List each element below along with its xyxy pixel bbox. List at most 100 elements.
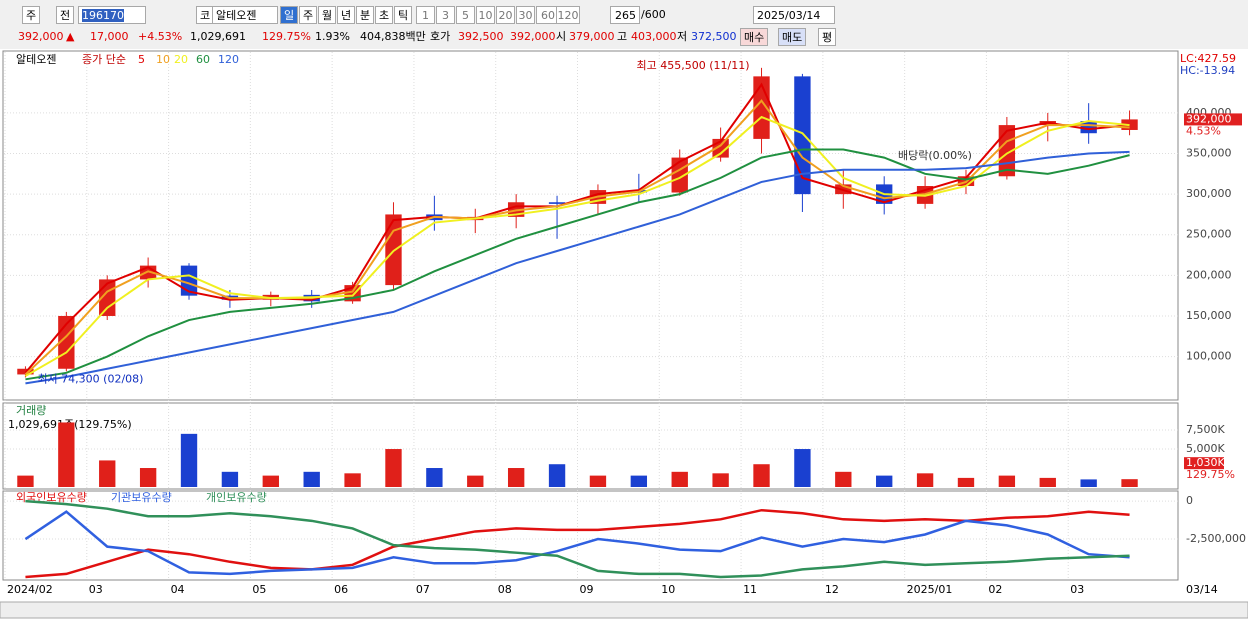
quote-low-label: 저 bbox=[677, 30, 688, 43]
code-input[interactable]: 196170 bbox=[78, 6, 146, 24]
interval-button[interactable]: 10 bbox=[476, 6, 495, 24]
volume-bar bbox=[712, 473, 729, 487]
market-select[interactable]: 주 bbox=[22, 6, 41, 24]
legend-entry: 60 bbox=[196, 53, 210, 66]
x-tick-label: 2025/01 bbox=[907, 583, 953, 596]
x-tick-label: 11 bbox=[743, 583, 757, 596]
volume-title: 거래량 bbox=[16, 404, 46, 417]
y-tick-label: 7,500K bbox=[1186, 423, 1225, 436]
y-tick-label: 200,000 bbox=[1186, 268, 1232, 281]
quote-price: 392,000 bbox=[18, 30, 64, 43]
y-tick-label: 350,000 bbox=[1186, 147, 1232, 160]
stock-name: 알테오젠 bbox=[16, 52, 56, 66]
volume-bar bbox=[17, 475, 34, 487]
candle-body bbox=[794, 76, 811, 195]
volume-bar bbox=[139, 468, 157, 487]
volume-bar bbox=[1121, 479, 1138, 487]
interval-button[interactable]: 30 bbox=[516, 6, 535, 24]
volume-bar bbox=[548, 464, 566, 487]
volume-tag-bg bbox=[1184, 457, 1224, 470]
volume-bar bbox=[303, 471, 320, 487]
volume-bar bbox=[344, 473, 361, 487]
interval-button[interactable]: 20 bbox=[496, 6, 515, 24]
x-tick-label: 04 bbox=[171, 583, 185, 596]
x-tick-label: 06 bbox=[334, 583, 348, 596]
rate-tag: 4.53% bbox=[1186, 124, 1221, 137]
y-tick-label: 250,000 bbox=[1186, 228, 1232, 241]
quote-low: 372,500 bbox=[691, 30, 737, 43]
x-tick-label: 05 bbox=[252, 583, 266, 596]
holding-frame bbox=[2, 490, 1179, 581]
volume-bar bbox=[58, 422, 75, 487]
candle-body bbox=[1080, 121, 1097, 134]
x-tick-label: 2024/02 bbox=[7, 583, 53, 596]
y-tick-label: -2,500,000 bbox=[1186, 532, 1246, 545]
quote-ask-label: 호가 bbox=[430, 30, 451, 43]
y-tick-label: 300,000 bbox=[1186, 187, 1232, 200]
legend-entry: 120 bbox=[218, 53, 239, 66]
name-input[interactable]: 알테오젠 bbox=[212, 6, 278, 24]
high-note: 최고 455,500 (11/11) bbox=[637, 59, 750, 72]
volume-bar bbox=[630, 475, 648, 487]
quote-high-label: 고 bbox=[617, 30, 628, 43]
x-tick-label: 12 bbox=[825, 583, 839, 596]
volume-bar bbox=[916, 473, 934, 487]
volume-bar bbox=[998, 475, 1016, 487]
quote-bid: 392,000 bbox=[510, 30, 556, 43]
scrollbar[interactable] bbox=[0, 601, 1248, 619]
x-tick-label: 03 bbox=[1070, 583, 1084, 596]
price-frame bbox=[2, 50, 1179, 401]
legend-entry: 5 bbox=[138, 53, 145, 66]
ma-line bbox=[25, 150, 1130, 385]
x-tick-label: 02 bbox=[988, 583, 1002, 596]
interval-button[interactable]: 3 bbox=[436, 6, 455, 24]
quote-open-label: 시 bbox=[556, 30, 567, 43]
period-button[interactable]: 주 bbox=[299, 6, 317, 24]
volume-bar bbox=[671, 471, 688, 487]
legend-entry: 기관보유수량 bbox=[111, 491, 172, 504]
volume-bar bbox=[835, 471, 852, 487]
quote-open: 379,000 bbox=[569, 30, 615, 43]
holding-line bbox=[25, 508, 1130, 579]
y-tick-label: 5,000K bbox=[1186, 442, 1225, 455]
period-button[interactable]: 년 bbox=[337, 6, 355, 24]
buy-button[interactable]: 매수 bbox=[740, 28, 769, 46]
period-button[interactable]: 초 bbox=[375, 6, 393, 24]
interval-button[interactable]: 1 bbox=[416, 6, 435, 24]
volume-bar bbox=[221, 471, 239, 487]
interval-button[interactable]: 5 bbox=[456, 6, 475, 24]
period-button[interactable]: 일 bbox=[280, 6, 298, 24]
period-button[interactable]: 틱 bbox=[394, 6, 412, 24]
holding-line bbox=[25, 499, 1130, 579]
volume-bar bbox=[1039, 477, 1056, 487]
count-input[interactable]: 265 bbox=[610, 6, 640, 24]
code-text: 196170 bbox=[82, 9, 124, 22]
interval-button[interactable]: 120 bbox=[556, 6, 580, 24]
candle-body bbox=[385, 214, 402, 286]
volume-bar bbox=[262, 475, 279, 487]
date-input[interactable]: 2025/03/14 bbox=[753, 6, 835, 24]
y-tick-label: 150,000 bbox=[1186, 309, 1232, 322]
quote-amount: 404,838백만 bbox=[360, 30, 426, 43]
price-tag-bg bbox=[1184, 113, 1242, 126]
avg-button[interactable]: 평 bbox=[818, 28, 837, 46]
quote-ask: 392,500 bbox=[458, 30, 504, 43]
sell-button[interactable]: 매도 bbox=[778, 28, 807, 46]
volume-bar bbox=[507, 468, 525, 487]
ma-line bbox=[25, 148, 1130, 381]
volume-bar bbox=[589, 475, 607, 487]
x-tick-label: 09 bbox=[580, 583, 594, 596]
x-tick-label: 07 bbox=[416, 583, 430, 596]
prev-select[interactable]: 전 bbox=[56, 6, 75, 24]
price-tag: 392,000 bbox=[1186, 112, 1232, 125]
y-tick-label: 0 bbox=[1186, 494, 1193, 507]
period-button[interactable]: 분 bbox=[356, 6, 374, 24]
legend-entry: 20 bbox=[174, 53, 188, 66]
quote-rate: +4.53% bbox=[138, 30, 183, 43]
low-note: 최저 74,300 (02/08) bbox=[37, 372, 143, 385]
volume-bar bbox=[957, 477, 975, 487]
volume-bar bbox=[1080, 479, 1097, 487]
period-button[interactable]: 월 bbox=[318, 6, 336, 24]
